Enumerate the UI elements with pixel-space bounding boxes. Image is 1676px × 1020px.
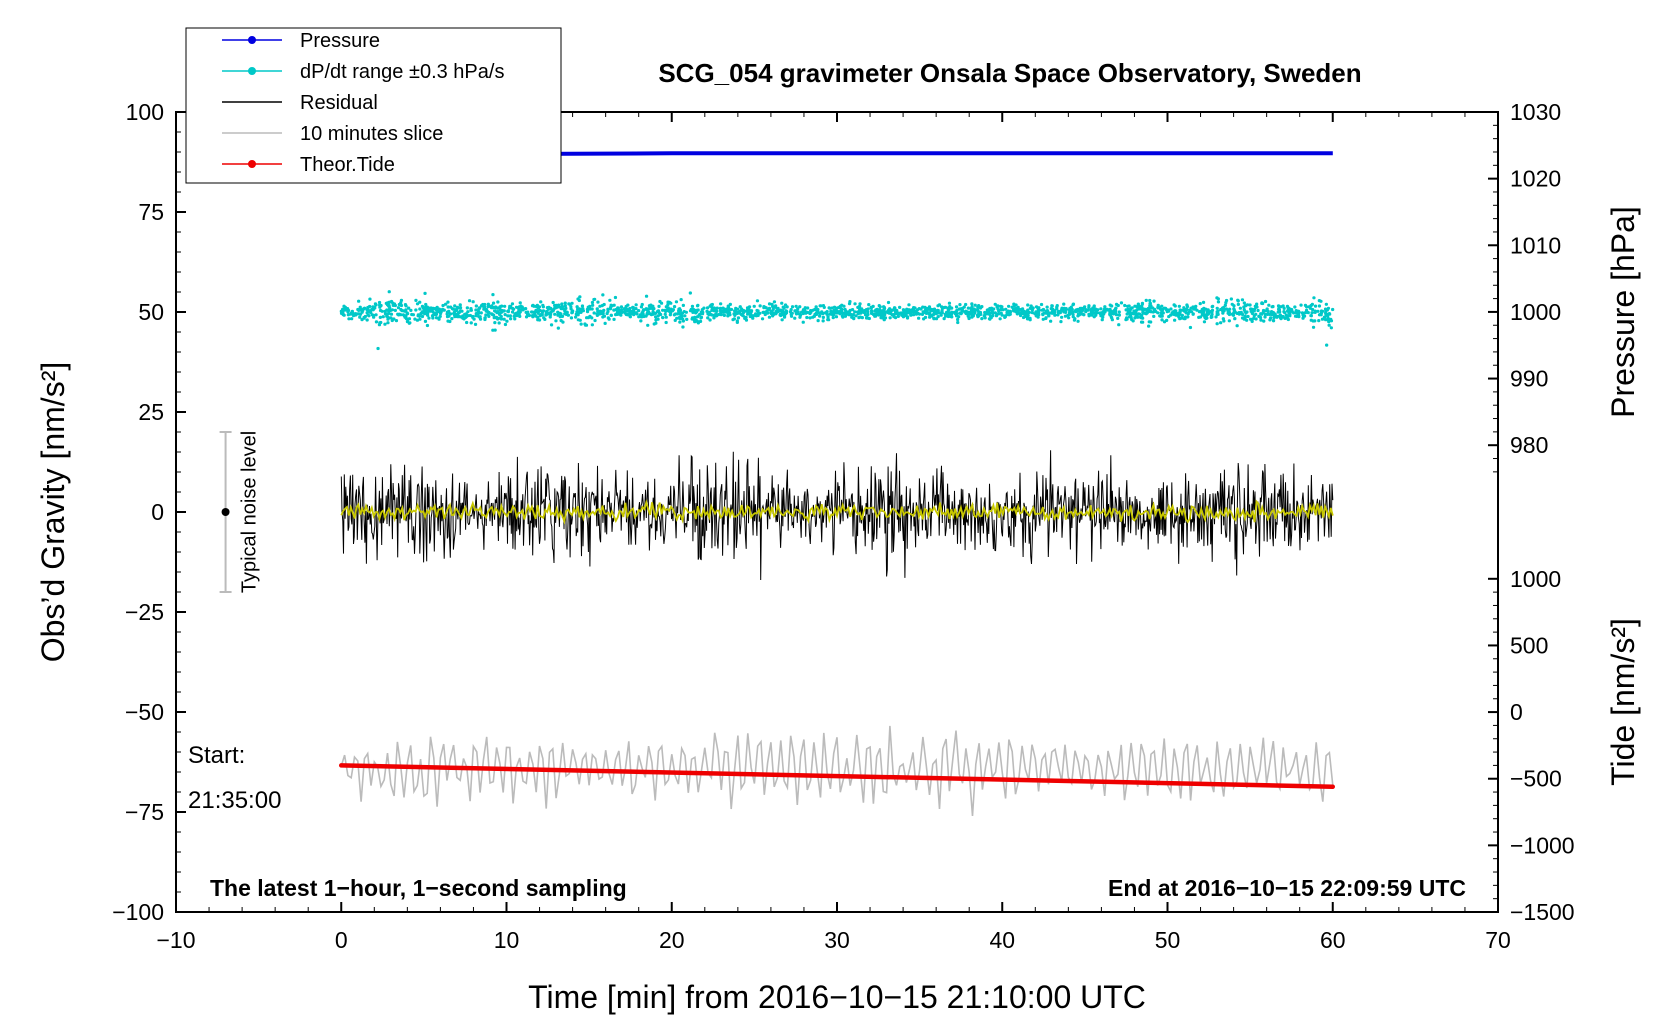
legend-label-1: dP/dt range ±0.3 hPa/s	[300, 61, 504, 83]
tide-tick-label: −1500	[1510, 899, 1575, 925]
tide-line	[339, 763, 1335, 789]
noise-level-indicator: Typical noise level	[219, 431, 261, 593]
start-label: Start:	[188, 742, 245, 769]
tide-tick-label: 1000	[1510, 566, 1561, 592]
tide-tick-label: 0	[1510, 699, 1523, 725]
chart-title: SCG_054 gravimeter Onsala Space Observat…	[658, 58, 1361, 88]
dpdt-scatter	[339, 290, 1335, 351]
axis-ticks: −10 0 10 20 30 40 50 60 701007550250−25−50−75−10…	[112, 99, 1574, 953]
slice-line	[340, 725, 1334, 817]
y-left-tick-label: 75	[138, 199, 164, 225]
y-left-tick-label: −25	[125, 599, 164, 625]
y-left-tick-label: 25	[138, 399, 164, 425]
tide-tick-label: 500	[1510, 632, 1548, 658]
legend: Pressure dP/dt range ±0.3 hPa/s Residual 10…	[185, 27, 562, 184]
start-time: 21:35:00	[188, 787, 281, 814]
tide-tick-label: −500	[1510, 766, 1562, 792]
x-tick-label: 0	[335, 927, 348, 953]
pressure-tick-label: 980	[1510, 432, 1548, 458]
x-tick-label: 40	[989, 927, 1015, 953]
y-left-tick-label: 100	[126, 99, 164, 125]
x-tick-label: 20	[659, 927, 685, 953]
pressure-tick-label: 1030	[1510, 99, 1561, 125]
legend-marker-0	[248, 36, 256, 44]
y-left-axis-title: Obs’d Gravity [nm/s²]	[35, 362, 71, 663]
residual-smoothed-line	[340, 498, 1334, 525]
y-left-tick-label: −75	[125, 799, 164, 825]
pressure-tick-label: 1010	[1510, 232, 1561, 258]
tide-tick-label: −1000	[1510, 832, 1575, 858]
x-axis-title: Time [min] from 2016−10−15 21:10:00 UTC	[528, 979, 1146, 1015]
x-tick-label: 30	[824, 927, 850, 953]
pressure-tick-label: 1000	[1510, 299, 1561, 325]
data-series	[339, 151, 1335, 817]
noise-level-center-dot	[221, 508, 230, 516]
x-tick-label: −10	[156, 927, 195, 953]
pressure-axis-title: Pressure [hPa]	[1605, 206, 1641, 418]
legend-label-3: 10 minutes slice	[300, 123, 443, 145]
legend-marker-1	[248, 67, 256, 75]
legend-label-0: Pressure	[300, 30, 380, 52]
end-time-note: End at 2016−10−15 22:09:59 UTC	[1108, 875, 1466, 901]
noise-level-label: Typical noise level	[239, 431, 261, 593]
y-left-tick-label: −50	[125, 699, 164, 725]
legend-box	[185, 27, 562, 184]
legend-marker-4	[248, 160, 256, 168]
x-tick-label: 10	[494, 927, 520, 953]
x-tick-label: 60	[1320, 927, 1346, 953]
tide-axis-title: Tide [nm/s²]	[1605, 618, 1641, 786]
y-left-tick-label: 50	[138, 299, 164, 325]
y-left-tick-label: −100	[112, 899, 164, 925]
x-tick-label: 70	[1485, 927, 1511, 953]
legend-label-4: Theor.Tide	[300, 154, 395, 176]
pressure-tick-label: 1020	[1510, 166, 1561, 192]
x-tick-label: 50	[1155, 927, 1181, 953]
sampling-note: The latest 1−hour, 1−second sampling	[210, 875, 627, 901]
legend-label-2: Residual	[300, 92, 378, 114]
y-left-tick-label: 0	[151, 499, 164, 525]
pressure-tick-label: 990	[1510, 366, 1548, 392]
